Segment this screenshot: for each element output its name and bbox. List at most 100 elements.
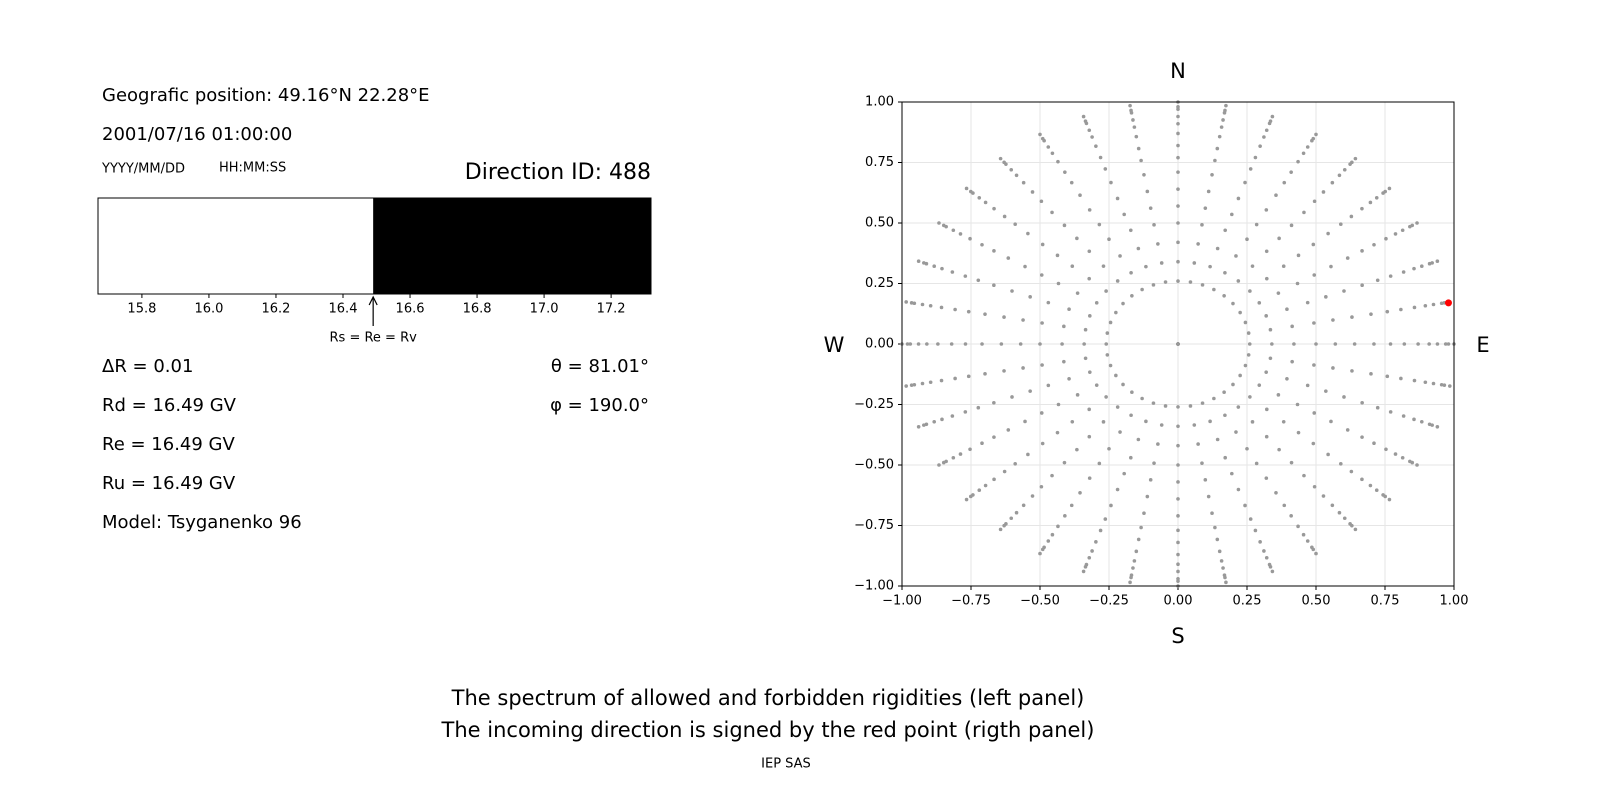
direction-point bbox=[1353, 156, 1358, 161]
direction-point bbox=[1078, 193, 1082, 197]
direction-point bbox=[1129, 575, 1133, 580]
direction-point bbox=[1430, 261, 1434, 265]
direction-point bbox=[1176, 204, 1180, 208]
direction-point bbox=[1067, 376, 1071, 381]
direction-point bbox=[1257, 301, 1262, 305]
direction-point bbox=[1129, 455, 1133, 460]
forbidden-band bbox=[373, 198, 651, 294]
x-tick-label: 0.25 bbox=[1233, 594, 1262, 609]
direction-point bbox=[1087, 555, 1092, 560]
direction-point bbox=[1360, 435, 1364, 439]
compass-south: S bbox=[1171, 624, 1184, 648]
direction-point bbox=[977, 488, 982, 493]
direction-point bbox=[1353, 527, 1358, 532]
x-tick-label: 17.2 bbox=[597, 302, 626, 317]
direction-point bbox=[1246, 331, 1251, 335]
direction-point bbox=[1412, 266, 1416, 271]
direction-point bbox=[940, 266, 944, 271]
direction-point bbox=[1087, 208, 1092, 212]
direction-point bbox=[1203, 478, 1208, 482]
ru: Ru = 16.49 GV bbox=[102, 473, 236, 494]
direction-point bbox=[925, 342, 929, 346]
direction-point bbox=[1105, 353, 1110, 357]
direction-point bbox=[1296, 253, 1301, 258]
direction-point bbox=[1439, 301, 1444, 306]
direction-point bbox=[1243, 503, 1247, 508]
direction-point bbox=[1350, 160, 1354, 165]
direction-point bbox=[1345, 428, 1350, 432]
direction-point bbox=[1176, 121, 1180, 126]
direction-point bbox=[1002, 315, 1006, 319]
direction-point bbox=[1088, 314, 1092, 318]
direction-point bbox=[1104, 289, 1108, 293]
direction-point bbox=[1023, 264, 1027, 269]
direction-point bbox=[1435, 424, 1440, 429]
direction-point bbox=[1243, 363, 1248, 368]
direction-point bbox=[1176, 342, 1180, 346]
y-tick-label: 0.00 bbox=[865, 337, 894, 352]
direction-point bbox=[1329, 419, 1333, 424]
direction-point bbox=[992, 400, 996, 405]
direction-point bbox=[1330, 180, 1335, 185]
direction-point bbox=[1268, 327, 1273, 332]
direction-point bbox=[1248, 167, 1253, 171]
direction-point bbox=[1274, 491, 1278, 495]
model: Model: Tsyganenko 96 bbox=[102, 512, 302, 533]
direction-point bbox=[1245, 446, 1249, 451]
direction-point bbox=[1176, 170, 1180, 174]
direction-point bbox=[1104, 342, 1109, 346]
direction-point bbox=[1046, 300, 1051, 305]
direction-point bbox=[1078, 491, 1082, 495]
direction-point bbox=[1039, 484, 1044, 489]
direction-point bbox=[1412, 305, 1417, 310]
direction-point bbox=[1083, 119, 1088, 123]
direction-point bbox=[992, 206, 996, 211]
rd: Rd = 16.49 GV bbox=[102, 395, 237, 416]
direction-point bbox=[1063, 514, 1067, 518]
direction-point bbox=[1368, 483, 1373, 488]
direction-point bbox=[1215, 437, 1220, 442]
direction-point bbox=[1101, 420, 1106, 424]
direction-point bbox=[1360, 477, 1364, 482]
direction-point bbox=[1234, 430, 1238, 434]
direction-point bbox=[1435, 342, 1440, 346]
direction-point bbox=[1431, 381, 1436, 386]
direction-point bbox=[1250, 264, 1255, 268]
direction-point bbox=[1046, 145, 1051, 149]
x-tick-label: 17.0 bbox=[530, 302, 559, 317]
direction-point bbox=[1435, 259, 1440, 264]
direction-point bbox=[1285, 307, 1289, 312]
direction-point bbox=[1387, 186, 1392, 191]
direction-point bbox=[1385, 309, 1390, 314]
direction-point bbox=[998, 156, 1003, 161]
direction-point bbox=[1026, 231, 1030, 236]
direction-point bbox=[1107, 446, 1111, 451]
direction-point bbox=[992, 249, 996, 253]
direction-point bbox=[1350, 369, 1354, 373]
direction-point bbox=[909, 383, 914, 387]
direction-point bbox=[1040, 363, 1044, 367]
direction-point bbox=[949, 342, 954, 346]
direction-point bbox=[1176, 105, 1180, 109]
direction-point bbox=[1385, 374, 1390, 379]
direction-point bbox=[1223, 270, 1227, 275]
direction-point bbox=[951, 228, 956, 233]
direction-point bbox=[1050, 473, 1054, 478]
direction-point bbox=[1296, 159, 1300, 164]
direction-point bbox=[1030, 190, 1035, 194]
direction-point bbox=[1210, 172, 1214, 177]
direction-point bbox=[1312, 363, 1316, 367]
x-tick-label: −0.75 bbox=[951, 594, 991, 609]
direction-point bbox=[1222, 390, 1226, 394]
direction-point bbox=[1006, 256, 1011, 260]
direction-point bbox=[1176, 424, 1180, 429]
direction-point bbox=[966, 309, 971, 314]
x-tick-label: 0.50 bbox=[1302, 594, 1331, 609]
direction-point bbox=[1258, 540, 1262, 544]
direction-point bbox=[1234, 254, 1238, 258]
direction-point bbox=[1350, 315, 1354, 319]
direction-point bbox=[1223, 575, 1227, 580]
compass-west: W bbox=[824, 333, 845, 357]
direction-point bbox=[1427, 342, 1431, 346]
